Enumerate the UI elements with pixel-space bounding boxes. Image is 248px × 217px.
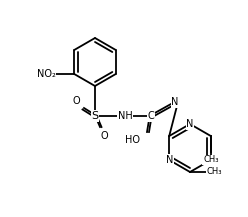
Text: HO: HO — [125, 135, 141, 145]
Text: CH₃: CH₃ — [203, 156, 218, 164]
Text: NH: NH — [118, 111, 132, 121]
Text: N: N — [165, 155, 173, 165]
Text: S: S — [92, 111, 98, 121]
Text: N: N — [171, 97, 179, 107]
Text: NO₂: NO₂ — [37, 69, 56, 79]
Text: O: O — [100, 131, 108, 141]
Text: O: O — [72, 96, 80, 106]
Text: C: C — [148, 111, 154, 121]
Text: CH₃: CH₃ — [206, 168, 222, 176]
Text: N: N — [186, 119, 194, 129]
